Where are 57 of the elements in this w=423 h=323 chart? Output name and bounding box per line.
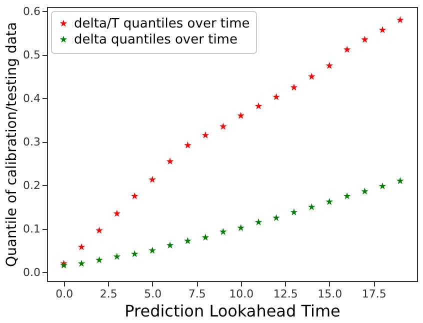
x-tick-label: 2.5: [100, 288, 118, 300]
y-tick-label: 0.2: [23, 178, 40, 192]
point: [166, 241, 174, 248]
x-tick-label: 0.0: [56, 288, 74, 300]
point: [184, 237, 192, 244]
point: [130, 250, 138, 258]
point: [308, 203, 316, 210]
x-tick-label: 15.0: [318, 288, 342, 300]
x-tick-label: 17.5: [362, 288, 386, 300]
point: [290, 208, 298, 216]
point: [290, 84, 298, 91]
y-tick-label: 0.4: [23, 92, 40, 105]
point: [254, 218, 262, 226]
point: [343, 192, 351, 200]
x-tick-label: 12.5: [273, 288, 298, 300]
x-axis-title: Prediction Lookahead Time: [124, 302, 340, 320]
point: [96, 256, 103, 264]
point: [166, 158, 174, 165]
point: [396, 16, 404, 24]
point: [308, 72, 316, 80]
y-tick-label: 0.6: [23, 4, 40, 18]
point: [202, 234, 210, 241]
point: [113, 252, 121, 260]
point: [272, 214, 280, 222]
y-axis-title: Quantile of calibration/testing data: [4, 22, 20, 267]
point: [148, 176, 156, 183]
point: [130, 192, 138, 200]
point: [219, 122, 227, 130]
point: [237, 112, 245, 119]
legend-label: delta quantiles over time: [74, 32, 238, 48]
point: [326, 62, 334, 69]
point: [272, 93, 280, 100]
point: [202, 131, 210, 138]
x-tick-label: 7.5: [188, 288, 206, 300]
y-tick-label: 0.1: [23, 222, 40, 236]
legend-label: delta/T quantiles over time: [74, 16, 250, 32]
x-tick-label: 5.0: [144, 288, 162, 300]
point: [219, 228, 227, 235]
point: [378, 182, 386, 190]
x-tick-label: 10.0: [229, 288, 254, 300]
point: [148, 246, 156, 254]
y-tick-label: 0.0: [23, 266, 40, 279]
point: [78, 243, 86, 250]
point: [361, 36, 368, 43]
point: [326, 198, 334, 205]
point: [113, 210, 121, 217]
y-tick-label: 0.5: [23, 48, 40, 62]
point: [361, 188, 368, 195]
point: [237, 224, 245, 232]
point: [78, 260, 86, 267]
point: [378, 26, 386, 34]
point: [96, 226, 103, 234]
point: [184, 141, 192, 148]
point: [343, 46, 351, 53]
point: [396, 177, 404, 184]
point: [254, 102, 262, 110]
y-tick-label: 0.3: [23, 135, 40, 148]
